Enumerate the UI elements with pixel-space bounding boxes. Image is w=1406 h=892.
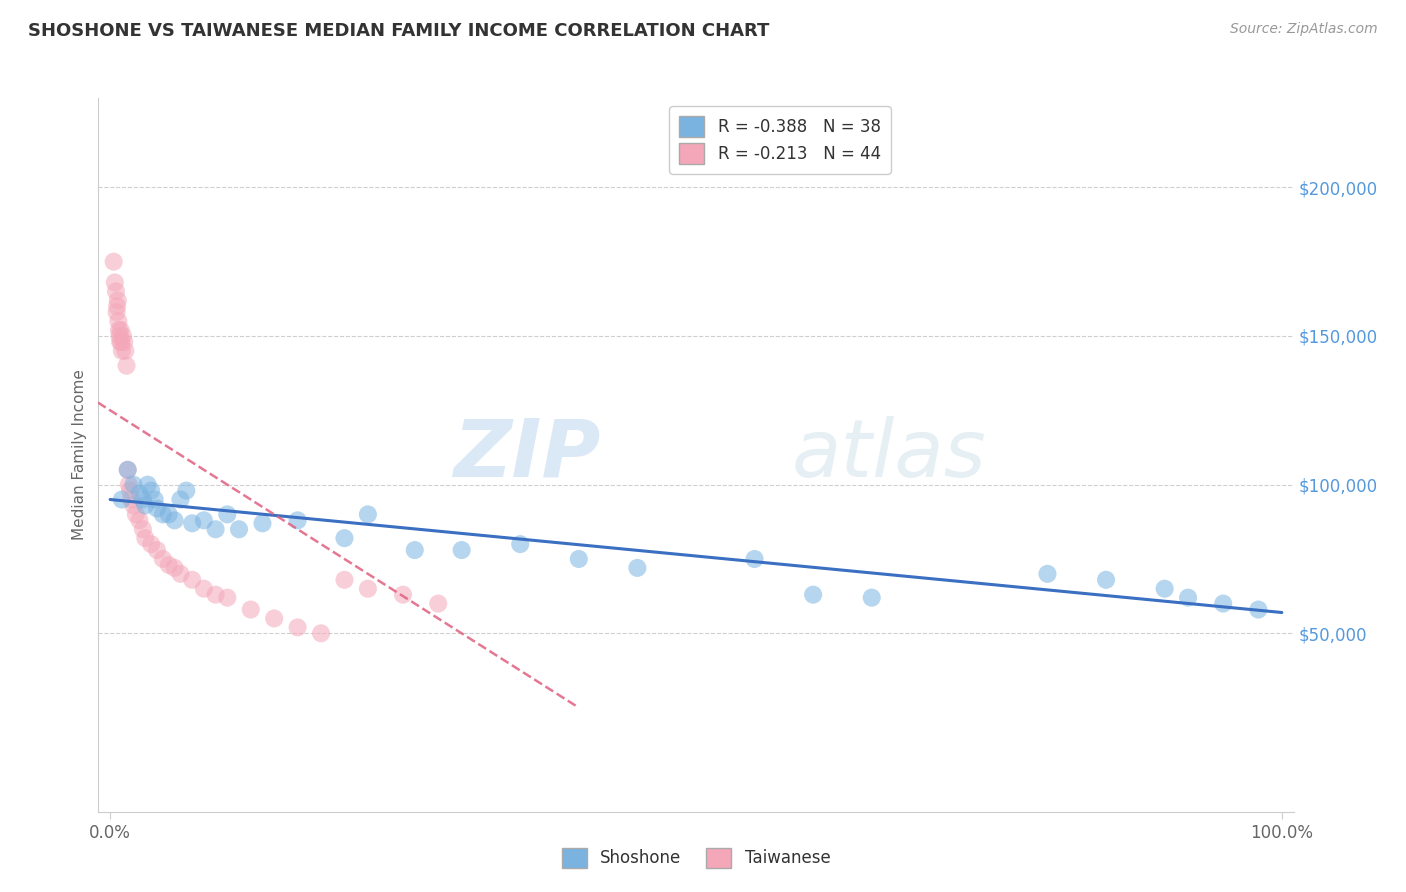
Point — [217, 591, 239, 605]
Point — [108, 323, 131, 337]
Text: Source: ZipAtlas.com: Source: ZipAtlas.com — [1230, 22, 1378, 37]
Point — [110, 323, 132, 337]
Point — [1036, 566, 1059, 581]
Point — [228, 522, 250, 536]
Point — [1212, 597, 1234, 611]
Point — [112, 329, 135, 343]
Point — [105, 305, 128, 319]
Point — [146, 543, 169, 558]
Point — [125, 508, 148, 522]
Point — [111, 343, 134, 358]
Point — [141, 537, 163, 551]
Point — [117, 463, 139, 477]
Point — [115, 359, 138, 373]
Point — [204, 522, 226, 536]
Point — [252, 516, 274, 531]
Point — [117, 463, 139, 477]
Point — [333, 531, 356, 545]
Point — [152, 552, 174, 566]
Text: atlas: atlas — [792, 416, 987, 494]
Point — [1177, 591, 1199, 605]
Point — [1095, 573, 1118, 587]
Point — [132, 492, 155, 507]
Point — [110, 334, 132, 349]
Point — [239, 602, 262, 616]
Point — [146, 501, 169, 516]
Point — [105, 299, 128, 313]
Point — [157, 558, 180, 572]
Point — [450, 543, 472, 558]
Point — [509, 537, 531, 551]
Point — [118, 477, 141, 491]
Point — [193, 582, 215, 596]
Point — [333, 573, 356, 587]
Point — [392, 588, 415, 602]
Point — [169, 566, 191, 581]
Point — [263, 611, 285, 625]
Point — [163, 513, 186, 527]
Point — [111, 492, 134, 507]
Point — [287, 620, 309, 634]
Text: SHOSHONE VS TAIWANESE MEDIAN FAMILY INCOME CORRELATION CHART: SHOSHONE VS TAIWANESE MEDIAN FAMILY INCO… — [28, 22, 769, 40]
Point — [204, 588, 226, 602]
Point — [128, 486, 150, 500]
Point — [287, 513, 309, 527]
Point — [114, 343, 136, 358]
Point — [103, 254, 125, 268]
Point — [132, 522, 155, 536]
Y-axis label: Median Family Income: Median Family Income — [72, 369, 87, 541]
Point — [122, 477, 145, 491]
Point — [105, 285, 128, 299]
Point — [108, 329, 131, 343]
Point — [174, 483, 197, 498]
Point — [120, 492, 142, 507]
Legend: Shoshone, Taiwanese: Shoshone, Taiwanese — [555, 841, 837, 875]
Point — [309, 626, 332, 640]
Point — [193, 513, 215, 527]
Text: ZIP: ZIP — [453, 416, 600, 494]
Point — [744, 552, 766, 566]
Point — [152, 508, 174, 522]
Point — [217, 508, 239, 522]
Point — [181, 573, 204, 587]
Point — [169, 492, 191, 507]
Point — [404, 543, 426, 558]
Point — [128, 513, 150, 527]
Point — [157, 508, 180, 522]
Point — [122, 499, 145, 513]
Point — [134, 499, 156, 513]
Point — [143, 492, 166, 507]
Point — [108, 334, 131, 349]
Point — [163, 561, 186, 575]
Point — [357, 508, 380, 522]
Point — [112, 334, 135, 349]
Point — [181, 516, 204, 531]
Point — [120, 483, 142, 498]
Point — [1153, 582, 1175, 596]
Point — [107, 293, 129, 308]
Point — [136, 477, 159, 491]
Point — [357, 582, 380, 596]
Point — [626, 561, 648, 575]
Point — [134, 531, 156, 545]
Point — [801, 588, 824, 602]
Point — [860, 591, 883, 605]
Point — [568, 552, 591, 566]
Point — [141, 483, 163, 498]
Point — [104, 276, 127, 290]
Point — [1247, 602, 1270, 616]
Point — [427, 597, 450, 611]
Point — [107, 314, 129, 328]
